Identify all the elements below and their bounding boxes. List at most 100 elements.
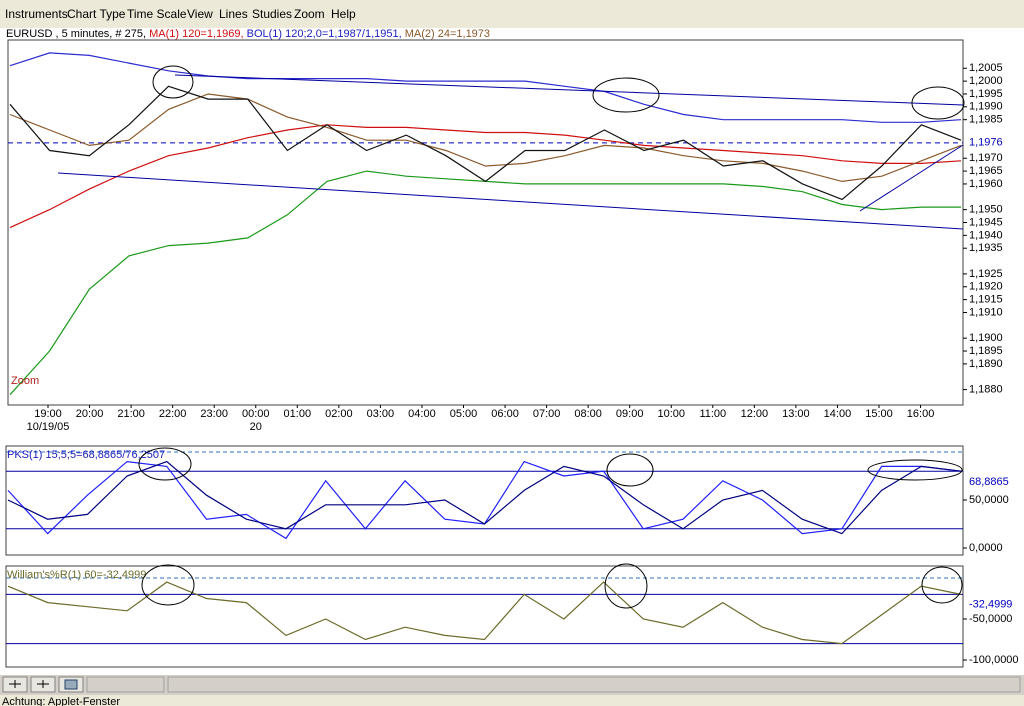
- status-bar: [0, 695, 1024, 706]
- ma2-legend: MA(2) 24=1,1973: [405, 28, 490, 40]
- current-label: 1,1976: [969, 137, 1003, 149]
- y-tick-label: 1,1965: [969, 165, 1003, 177]
- circle-mark: [592, 77, 660, 113]
- tool-field: [167, 676, 1021, 693]
- current-label: 68,8865: [969, 476, 1009, 488]
- menu-item[interactable]: Chart Type: [67, 7, 126, 21]
- y-tick-label: -100,0000: [969, 654, 1019, 666]
- tool-field: [86, 676, 165, 693]
- circle-mark: [921, 566, 963, 604]
- x-tick-label: 01:00: [284, 408, 312, 420]
- x-tick-label: 09:00: [616, 408, 644, 420]
- y-tick-label: 1,1950: [969, 204, 1003, 216]
- menu-item[interactable]: Studies: [252, 7, 292, 21]
- trend-line: [859, 144, 964, 212]
- menu-item[interactable]: Lines: [219, 7, 248, 21]
- series-line: [9, 85, 962, 201]
- x-tick-label: 22:00: [159, 408, 187, 420]
- y-tick-label: 1,1940: [969, 229, 1003, 241]
- ma1-legend: MA(1) 120=1,1969,: [149, 28, 243, 40]
- panel-frame: [7, 39, 964, 406]
- x-tick-label: 07:00: [533, 408, 561, 420]
- tool-icons: [9, 680, 49, 688]
- panels: 1,20051,20001,19951,19901,19851,19701,19…: [5, 39, 1019, 668]
- circle-mark: [606, 453, 654, 487]
- y-tick-label: 1,1995: [969, 88, 1003, 100]
- x-tick-label: 04:00: [408, 408, 436, 420]
- plot-area: [6, 577, 963, 645]
- chart-panel: 1,20051,20001,19951,19901,19851,19701,19…: [7, 39, 1003, 433]
- date-label: 10/19/05: [27, 421, 70, 433]
- current-label: -32,4999: [969, 599, 1012, 611]
- x-tick-label: 06:00: [491, 408, 519, 420]
- x-tick-label: 21:00: [117, 408, 145, 420]
- study-title: PKS(1) 15;5;5=68,8865/76,2507: [7, 449, 165, 461]
- zoom-label: Zoom: [11, 375, 39, 387]
- circle-mark: [911, 86, 965, 120]
- x-tick-label: 11:00: [699, 408, 726, 420]
- y-tick-label: 1,1910: [969, 306, 1003, 318]
- y-tick-label: 1,1890: [969, 358, 1003, 370]
- x-tick-label: 02:00: [325, 408, 353, 420]
- date-label: 20: [250, 421, 262, 433]
- x-tick-label: 20:00: [76, 408, 104, 420]
- circle-mark: [867, 459, 963, 481]
- y-tick-label: 1,1920: [969, 281, 1003, 293]
- menu-item[interactable]: View: [187, 7, 213, 21]
- menu-item[interactable]: Help: [331, 7, 356, 21]
- x-tick-label: 16:00: [907, 408, 935, 420]
- y-tick-label: 1,1895: [969, 345, 1003, 357]
- circle-mark: [604, 563, 648, 609]
- menu: Instruments Chart Type Time Scale View Lines…: [5, 7, 356, 21]
- y-tick-label: 1,1985: [969, 114, 1003, 126]
- y-tick-label: 1,1960: [969, 178, 1003, 190]
- chart-panel: 50,0000 0,0000 68,8865 PKS(1) 15;5;5=68,886…: [5, 445, 1009, 556]
- y-tick-label: 1,1880: [969, 383, 1003, 395]
- series-line: [9, 124, 962, 229]
- x-tick-label: 15:00: [865, 408, 893, 420]
- trend-line: [174, 74, 964, 106]
- menu-item[interactable]: Instruments: [5, 7, 68, 21]
- menu-item[interactable]: Zoom: [294, 7, 325, 21]
- y-tick-label: 50,0000: [969, 494, 1009, 506]
- x-tick-label: 13:00: [782, 408, 810, 420]
- panel-frame: [5, 445, 964, 556]
- x-tick-label: 03:00: [367, 408, 395, 420]
- y-tick-label: 1,1945: [969, 216, 1003, 228]
- y-tick-label: 1,1925: [969, 268, 1003, 280]
- chart-panel: -50,0000 -100,0000 -32,4999 William's%R(1) …: [5, 565, 1019, 668]
- circle-mark: [138, 447, 192, 481]
- y-tick-label: 1,1990: [969, 101, 1003, 113]
- tool-icon: [64, 679, 78, 690]
- y-tick-label: 1,1900: [969, 332, 1003, 344]
- y-tick-label: 0,0000: [969, 542, 1003, 554]
- symbol: EURUSD , 5 minutes, # 275,: [6, 28, 146, 40]
- study-title: William's%R(1) 60=-32,4999: [7, 569, 146, 581]
- x-tick-label: 00:00: [242, 408, 270, 420]
- circle-mark: [152, 65, 194, 99]
- plot-area: [8, 52, 963, 396]
- y-tick-label: 1,1935: [969, 242, 1003, 254]
- y-tick-label: 1,2000: [969, 75, 1003, 87]
- drawings: [57, 65, 965, 609]
- menu-item[interactable]: Time Scale: [127, 7, 187, 21]
- study-header: EURUSD , 5 minutes, # 275, MA(1) 120=1,1…: [6, 28, 490, 40]
- x-tick-label: 14:00: [824, 408, 852, 420]
- x-tick-label: 08:00: [574, 408, 602, 420]
- circle-mark: [141, 564, 195, 606]
- y-tick-label: 1,1915: [969, 294, 1003, 306]
- x-tick-label: 05:00: [450, 408, 478, 420]
- series-line: [9, 52, 962, 123]
- series-line: [7, 460, 962, 535]
- y-tick-label: 1,1970: [969, 152, 1003, 164]
- trend-line: [57, 172, 964, 230]
- x-tick-label: 12:00: [741, 408, 769, 420]
- bol-legend: BOL(1) 120;2,0=1,1987/1,1951,: [247, 28, 402, 40]
- plot-area: [6, 451, 963, 540]
- x-tick-label: 19:00: [34, 408, 62, 420]
- y-tick-label: -50,0000: [969, 613, 1012, 625]
- x-tick-label: 23:00: [200, 408, 228, 420]
- status-text: Achtung: Applet-Fenster: [2, 696, 120, 706]
